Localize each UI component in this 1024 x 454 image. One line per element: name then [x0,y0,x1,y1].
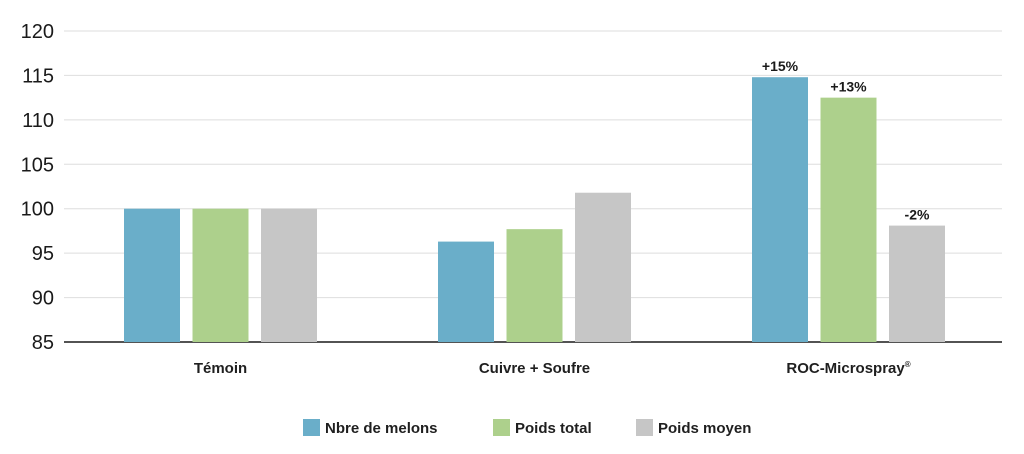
data-labels: +15% +13% -2% [762,58,930,222]
legend-swatch [303,419,320,436]
y-tick-label: 95 [32,243,54,265]
y-tick-label: 85 [32,332,54,354]
legend-label: Poids total [515,420,592,437]
bars [124,77,945,343]
bar-poids-total-2 [506,229,563,342]
bar-nbre-de-melons-2 [438,241,494,342]
y-tick-label: 90 [32,288,54,310]
bar-nbre-de-melons-1 [124,208,180,342]
bar-nbre-de-melons-3 [752,77,808,342]
legend-swatch [493,419,510,436]
x-category-label: ROC-Microspray® [786,360,910,377]
legend-label: Poids moyen [658,420,751,437]
bar-poids-total-3 [820,97,877,343]
y-tick-label: 105 [21,154,54,176]
bar-poids-total-1 [192,208,249,342]
bar-poids-moyen-2 [575,192,631,342]
bar-poids-moyen-3 [889,225,945,342]
bar-poids-moyen-1 [261,208,317,342]
y-tick-label: 100 [21,199,54,221]
legend-label: Nbre de melons [325,420,438,437]
y-tick-label: 115 [22,65,54,87]
legend: Nbre de melons Poids total Poids moyen [303,419,751,437]
y-tick-label: 120 [21,21,54,43]
data-label: +15% [762,58,799,74]
x-category-label: Témoin [194,360,247,377]
legend-swatch [636,419,653,436]
y-axis-ticks: 85 90 95 100 105 110 115 120 [21,21,54,354]
y-tick-label: 110 [22,110,54,132]
x-category-label: Cuivre + Soufre [479,360,590,377]
x-axis-labels: Témoin Cuivre + Soufre ROC-Microspray® [194,360,911,377]
data-label: -2% [905,207,930,223]
data-label: +13% [830,79,867,95]
